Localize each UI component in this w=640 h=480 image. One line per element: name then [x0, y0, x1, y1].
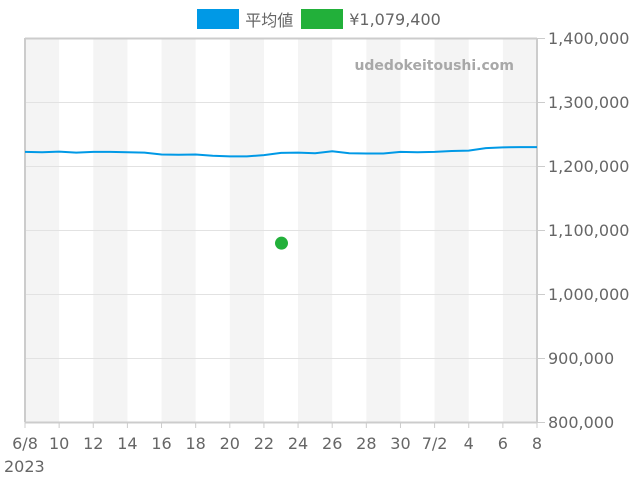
x-tick-label: 6/8 — [12, 434, 38, 453]
chart-legend: 平均値 ¥1,079,400 — [0, 8, 640, 30]
x-tick-label: 26 — [322, 434, 342, 453]
y-tick-label: 1,200,000 — [548, 157, 629, 176]
price-points — [275, 236, 288, 250]
legend-item-price[interactable]: ¥1,079,400 — [301, 9, 441, 29]
x-tick-label: 30 — [390, 434, 410, 453]
legend-label-average: 平均値 — [245, 11, 294, 30]
x-tick-label: 12 — [83, 434, 103, 453]
watermark: udedokeitoushi.com — [354, 58, 514, 74]
legend-swatch-average — [197, 9, 240, 29]
x-tick-label: 7/2 — [422, 434, 448, 453]
average-price-line — [24, 146, 537, 158]
y-tick-label: 900,000 — [548, 349, 614, 368]
x-tick-label: 28 — [356, 434, 376, 453]
x-tick-label: 20 — [220, 434, 240, 453]
legend-swatch-price — [301, 9, 344, 29]
y-tick-label: 1,300,000 — [548, 93, 629, 112]
x-axis-year-label: 2023 — [4, 457, 45, 476]
x-tick-label: 6 — [498, 434, 508, 453]
x-tick-label: 8 — [532, 434, 542, 453]
x-tick-label: 18 — [185, 434, 205, 453]
y-tick-label: 1,400,000 — [548, 29, 629, 48]
x-tick-label: 22 — [254, 434, 274, 453]
x-axis-ticks: 6/8 10 12 14 16 18 20 22 24 26 28 30 7/2 4 6 8 — [12, 422, 542, 453]
price-point[interactable] — [275, 236, 288, 250]
legend-item-average[interactable]: 平均値 — [197, 7, 293, 31]
x-tick-label: 24 — [288, 434, 308, 453]
y-tick-label: 1,100,000 — [548, 221, 629, 240]
y-axis-ticks: 1,400,000 1,300,000 1,200,000 1,100,000 1,00… — [537, 29, 629, 432]
y-tick-label: 800,000 — [548, 413, 614, 432]
x-tick-label: 16 — [151, 434, 171, 453]
x-tick-label: 4 — [464, 434, 474, 453]
y-tick-label: 1,000,000 — [548, 285, 629, 304]
x-tick-label: 14 — [117, 434, 137, 453]
legend-label-price: ¥1,079,400 — [349, 9, 441, 29]
x-tick-label: 10 — [49, 434, 69, 453]
